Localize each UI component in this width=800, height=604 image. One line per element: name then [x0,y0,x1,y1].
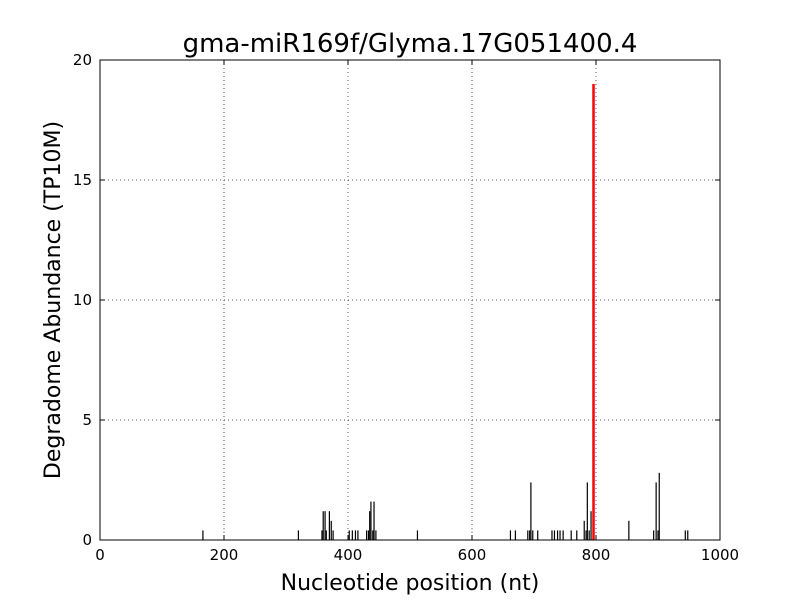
x-tick-label: 200 [210,546,239,564]
x-tick-label: 0 [95,546,105,564]
grid-layer [100,60,720,540]
y-tick-label: 20 [73,51,92,69]
y-tick-label: 5 [82,411,92,429]
y-tick-label: 15 [73,171,92,189]
y-tick-label: 10 [73,291,92,309]
x-tick-label: 400 [334,546,363,564]
y-tick-label: 0 [82,531,92,549]
bar-layer [202,84,689,540]
tick-layer: 0 200 400 600 800 1000 0 5 10 15 20 [73,51,739,564]
x-tick-label: 800 [582,546,611,564]
x-tick-label: 600 [458,546,487,564]
y-axis-label: Degradome Abundance (TP10M) [41,121,66,479]
x-tick-label: 1000 [701,546,739,564]
chart-title: gma-miR169f/Glyma.17G051400.4 [183,29,638,59]
x-axis-label: Nucleotide position (nt) [281,571,540,596]
